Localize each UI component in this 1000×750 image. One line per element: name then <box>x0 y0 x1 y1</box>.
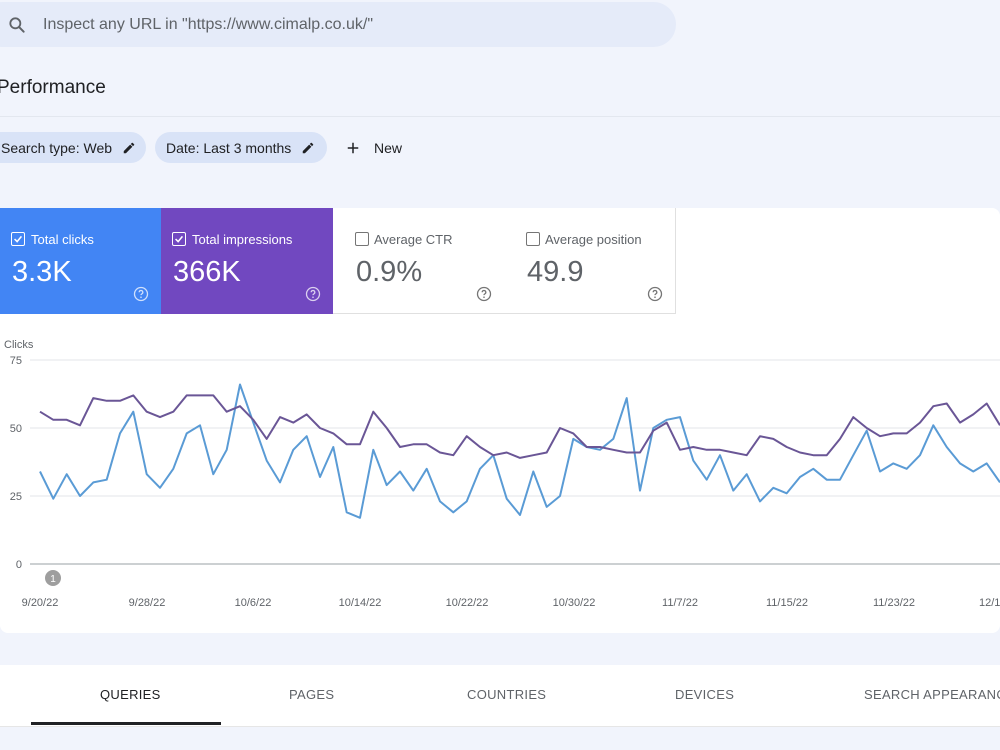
new-filter-label: New <box>374 139 403 156</box>
metric-value: 49.9 <box>527 256 584 288</box>
plus-icon <box>347 142 359 153</box>
x-tick-label: 11/23/22 <box>873 597 915 609</box>
search-input[interactable]: Inspect any URL in "https://www.cimalp.c… <box>43 16 374 33</box>
metric-value: 3.3K <box>12 256 72 288</box>
metric-label: Average CTR <box>374 232 453 247</box>
metric-value: 0.9% <box>356 256 423 288</box>
x-tick-label: 11/7/22 <box>662 597 698 609</box>
dimension-tab-bar: QUERIES PAGES COUNTRIES DEVICES SEARCH A… <box>0 665 1000 727</box>
x-tick-label: 10/22/22 <box>446 597 489 609</box>
y-tick-label: 75 <box>10 355 22 367</box>
tab-devices[interactable]: DEVICES <box>675 687 735 702</box>
series-line-clicks <box>39 383 1000 519</box>
metric-label: Average position <box>545 232 642 247</box>
search-type-label: Search type: Web <box>1 139 113 156</box>
x-tick-label: 9/28/22 <box>129 597 166 609</box>
annotation-marker <box>45 570 61 586</box>
y-tick-label: 0 <box>16 559 22 571</box>
metric-total-impressions[interactable]: Total impressions 366K <box>161 208 333 314</box>
annotation-label: 1 <box>50 574 56 585</box>
x-tick-label: 12/1 <box>979 597 1000 609</box>
tab-search-appearance[interactable]: SEARCH APPEARANCE <box>864 687 1000 702</box>
y-tick-label: 25 <box>10 491 22 503</box>
series-line-impressions <box>39 394 1000 459</box>
x-tick-label: 10/30/22 <box>553 597 596 609</box>
checkbox-unchecked-icon[interactable] <box>355 232 369 246</box>
x-tick-label: 11/15/22 <box>766 597 808 609</box>
help-icon[interactable] <box>476 286 492 302</box>
tab-queries[interactable]: QUERIES <box>100 687 161 702</box>
page-title: Performance <box>0 77 106 98</box>
search-icon <box>9 17 25 33</box>
metric-total-clicks[interactable]: Total clicks 3.3K <box>0 208 161 314</box>
edit-pencil-icon <box>303 142 314 153</box>
metric-label: Total clicks <box>31 232 94 247</box>
edit-pencil-icon <box>123 142 135 153</box>
x-tick-label: 10/14/22 <box>339 597 382 609</box>
metric-average-ctr[interactable]: Average CTR 0.9% <box>333 208 505 314</box>
title-divider <box>0 116 1000 117</box>
tab-countries[interactable]: COUNTRIES <box>467 687 547 702</box>
active-tab-indicator <box>31 722 221 725</box>
checkbox-unchecked-icon[interactable] <box>526 232 540 246</box>
help-icon[interactable] <box>305 286 321 302</box>
date-filter-chip[interactable]: Date: Last 3 months <box>155 132 327 163</box>
checkbox-checked-icon[interactable] <box>172 232 186 246</box>
performance-line-chart[interactable]: Clicks 0 25 50 75 9/20/22 9/28/22 10/6/22 10/14/… <box>0 330 1000 620</box>
search-type-filter-chip[interactable]: Search type: Web <box>0 132 146 163</box>
y-tick-label: 50 <box>10 423 22 435</box>
metric-label: Total impressions <box>192 232 293 247</box>
x-tick-label: 10/6/22 <box>235 597 272 609</box>
new-filter-button[interactable]: New <box>344 132 402 163</box>
checkbox-checked-icon[interactable] <box>11 232 25 246</box>
date-filter-label: Date: Last 3 months <box>166 139 292 156</box>
metric-value: 366K <box>173 256 241 288</box>
help-icon[interactable] <box>133 286 149 302</box>
x-tick-label: 9/20/22 <box>22 597 59 609</box>
y-axis-label: Clicks <box>4 339 34 351</box>
help-icon[interactable] <box>647 286 663 302</box>
metric-average-position[interactable]: Average position 49.9 <box>504 208 676 314</box>
url-inspect-search-bar[interactable]: Inspect any URL in "https://www.cimalp.c… <box>0 2 676 47</box>
tab-pages[interactable]: PAGES <box>289 687 335 702</box>
